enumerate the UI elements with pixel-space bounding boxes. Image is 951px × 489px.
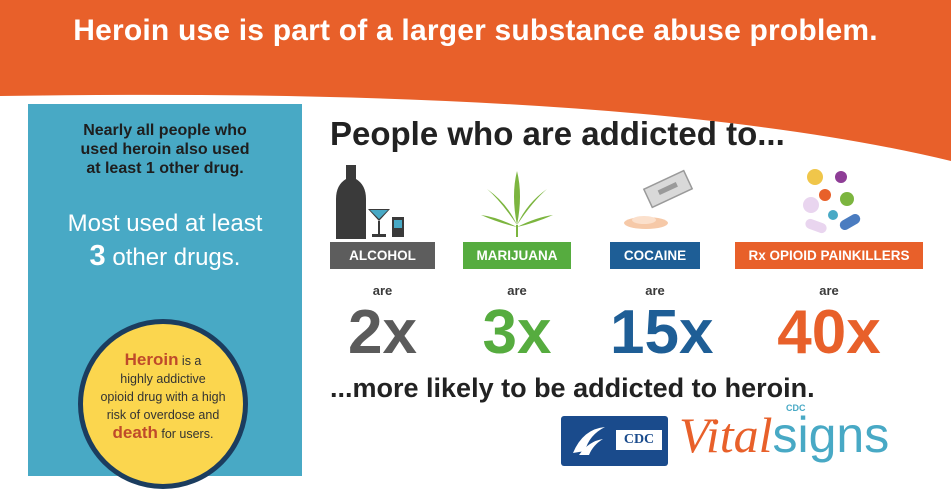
circle-text: is a bbox=[178, 354, 202, 368]
vitalsigns-logo: Vitalsigns bbox=[679, 405, 889, 465]
sidebar-fact-line: Nearly all people who bbox=[83, 122, 247, 139]
are-text: are bbox=[645, 283, 665, 298]
are-text: are bbox=[507, 283, 527, 298]
circle-text: for users. bbox=[157, 427, 214, 441]
are-text: are bbox=[372, 283, 393, 298]
sidebar-fact-line: other drugs. bbox=[105, 244, 241, 271]
hhs-eagle-icon bbox=[573, 427, 605, 455]
cdc-logo: CDC bbox=[561, 416, 668, 466]
circle-text: opioid drug with a high bbox=[100, 390, 226, 404]
sidebar-fact-1: Nearly all people who used heroin also u… bbox=[28, 121, 302, 178]
banner-curve bbox=[0, 66, 951, 161]
pills-icon bbox=[803, 169, 861, 234]
are-text: are bbox=[819, 283, 839, 298]
substance-alcohol: ALCOHOL are 2x bbox=[330, 165, 435, 375]
vitalsigns-cdc: CDC bbox=[786, 403, 806, 413]
multiplier-marijuana: 3x bbox=[482, 298, 552, 367]
multiplier-opioids: 40x bbox=[777, 298, 881, 367]
circle-text: risk of overdose and bbox=[106, 408, 220, 422]
heroin-keyword: Heroin bbox=[124, 350, 179, 369]
title-banner bbox=[0, 0, 951, 70]
sidebar-fact-2: Most used at least 3 other drugs. bbox=[28, 207, 302, 274]
vitalsigns-vital: Vital bbox=[679, 407, 773, 463]
multiplier-cocaine: 15x bbox=[610, 298, 714, 367]
cdc-text: CDC bbox=[616, 430, 662, 450]
substance-label-alcohol: ALCOHOL bbox=[330, 242, 435, 269]
circle-text: highly addictive bbox=[120, 372, 206, 386]
substance-label-marijuana: MARIJUANA bbox=[463, 242, 571, 269]
drug-count: 3 bbox=[89, 240, 106, 272]
page-title: Heroin use is part of a larger substance… bbox=[73, 14, 878, 47]
razor-powder-icon bbox=[624, 169, 694, 229]
sidebar-fact-line: Most used at least bbox=[67, 210, 263, 237]
substance-marijuana: MARIJUANA are 3x bbox=[463, 165, 571, 375]
marijuana-leaf-icon bbox=[481, 171, 553, 237]
sidebar-panel: Nearly all people who used heroin also u… bbox=[28, 104, 302, 489]
substance-cocaine: COCAINE are 15x bbox=[610, 165, 714, 375]
conclusion-text: ...more likely to be addicted to heroin. bbox=[330, 373, 815, 403]
alcohol-icon bbox=[336, 165, 404, 239]
sidebar-fact-line: at least 1 other drug. bbox=[86, 160, 244, 177]
sidebar-fact-line: used heroin also used bbox=[80, 141, 250, 158]
substance-label-opioids: Rx OPIOID PAINKILLERS bbox=[735, 242, 923, 269]
heroin-info-circle: Heroin is a highly addictive opioid drug… bbox=[78, 319, 248, 489]
vitalsigns-signs: signs bbox=[772, 407, 890, 463]
section-headline: People who are addicted to... bbox=[330, 115, 785, 152]
substance-label-cocaine: COCAINE bbox=[610, 242, 700, 269]
death-keyword: death bbox=[112, 423, 158, 442]
substance-opioids: Rx OPIOID PAINKILLERS are 40x bbox=[735, 165, 923, 375]
multiplier-alcohol: 2x bbox=[348, 298, 417, 367]
